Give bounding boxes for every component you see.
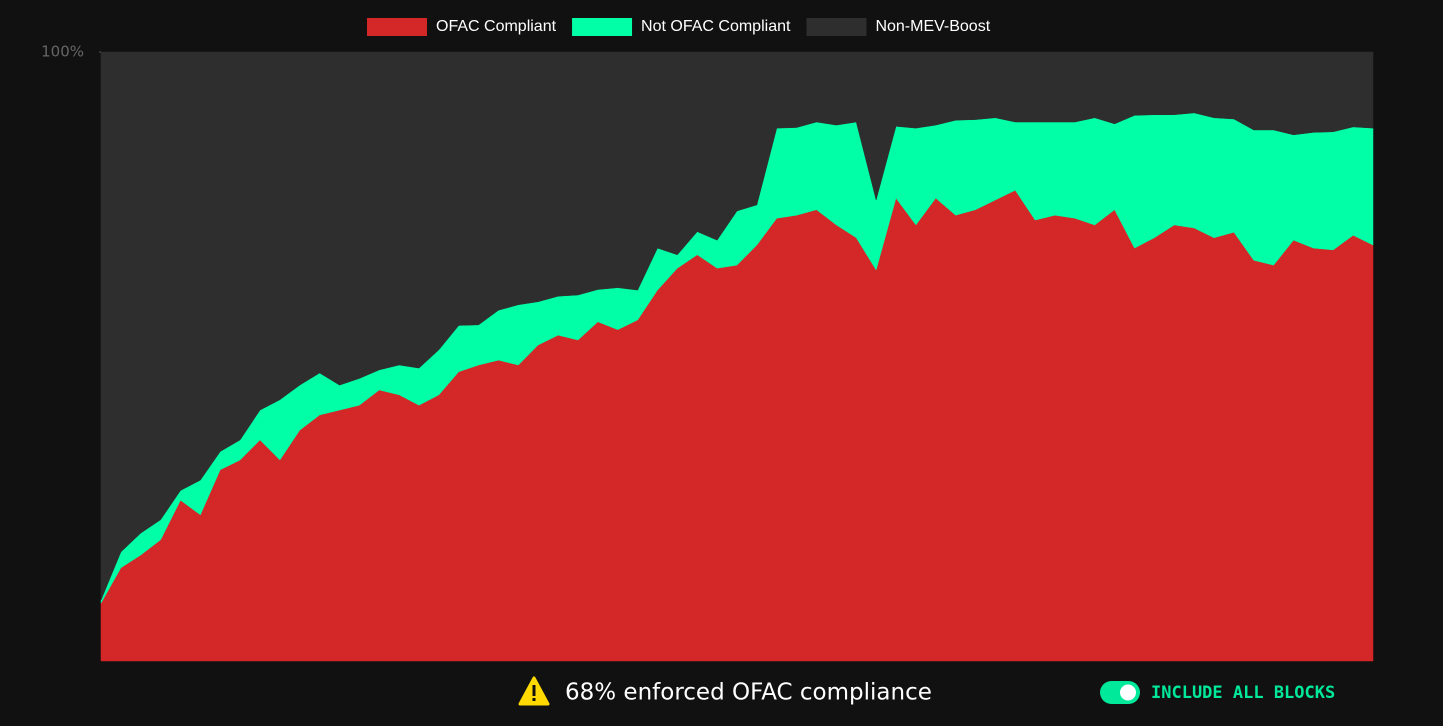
toggle[interactable]: INCLUDE ALL BLOCKS <box>1100 681 1335 704</box>
legend-swatch <box>572 18 633 36</box>
area <box>100 51 1374 601</box>
legend-label: Not OFAC Compliant <box>641 18 791 35</box>
legend-swatch <box>367 18 427 36</box>
warning-icon <box>518 676 550 706</box>
legend-swatch <box>806 18 867 36</box>
plot: 100% <box>41 43 1374 662</box>
toggle-knob[interactable] <box>1120 684 1136 701</box>
legend: OFAC Compliant Not OFAC Compliant Non-MEV-… <box>367 18 991 36</box>
toggle-label[interactable]: INCLUDE ALL BLOCKS <box>1151 683 1335 703</box>
annotation: 68% enforced OFAC compliance <box>565 680 932 706</box>
y-tick-label: 100% <box>41 43 84 61</box>
legend-label: Non-MEV-Boost <box>875 18 990 35</box>
legend-label: OFAC Compliant <box>436 18 557 35</box>
